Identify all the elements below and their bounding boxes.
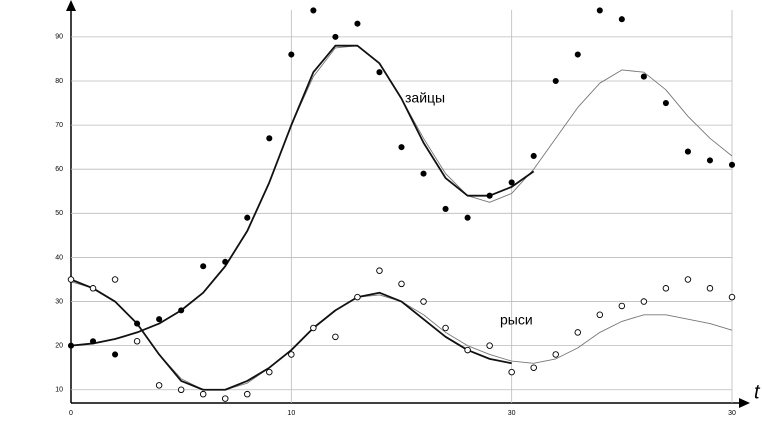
y-tick-label: 60: [55, 166, 63, 173]
hare-point: [354, 20, 361, 27]
hare-point: [442, 205, 449, 212]
lynx-point: [376, 267, 383, 274]
hare-point: [706, 157, 714, 164]
lynx-point: [706, 285, 714, 292]
fit-curve: [70, 44, 535, 347]
hare-point: [244, 214, 251, 221]
hare-point: [464, 214, 471, 221]
hare-point: [398, 144, 405, 151]
x-tick-label: 30: [728, 410, 736, 417]
y-tick-label: 20: [55, 342, 63, 349]
hare-point: [508, 179, 515, 186]
lynx-point: [618, 302, 626, 310]
lynx-point: [728, 293, 736, 301]
hare-point: [310, 7, 317, 14]
lynx-point: [596, 311, 604, 319]
lynx-point: [244, 390, 251, 398]
lynx-point: [442, 324, 449, 332]
hare-point: [728, 161, 736, 168]
lynx-point: [332, 333, 339, 341]
lynx-point: [288, 351, 295, 358]
hare-point: [574, 51, 581, 58]
lynx-point: [574, 329, 582, 336]
y-arrow: [66, 0, 76, 11]
lynx-point: [684, 276, 692, 283]
lynx-point: [464, 346, 471, 354]
x-axis-label: t: [754, 381, 761, 403]
x-tick-label: 30: [508, 410, 516, 417]
y-tick-label: 40: [55, 254, 63, 261]
y-tick-label: 50: [55, 210, 63, 217]
y-tick-label: 30: [55, 298, 63, 305]
lynx-point: [221, 395, 229, 402]
x-arrow: [739, 398, 750, 408]
hare-point: [684, 148, 691, 155]
hare-point: [222, 258, 229, 265]
hare-point: [156, 316, 163, 323]
lynx-point: [155, 382, 163, 389]
fit-curve: [70, 278, 512, 391]
lynx-point: [133, 337, 141, 345]
y-tick-label: 10: [55, 387, 63, 394]
hare-point: [640, 73, 647, 80]
hare-point: [134, 320, 141, 327]
lynx-point: [67, 276, 75, 283]
x-tick-label: 10: [287, 410, 295, 417]
hare-point: [420, 170, 427, 177]
lynx-point: [530, 364, 537, 371]
hare-point: [178, 307, 185, 314]
hare-point: [552, 77, 559, 85]
lynx-point: [486, 342, 493, 349]
hare-point: [112, 351, 119, 358]
hare-point: [376, 69, 383, 76]
lynx-point: [199, 390, 207, 398]
lynx-point: [354, 293, 361, 301]
y-tick-label: 90: [55, 34, 63, 41]
hare-point: [596, 7, 603, 14]
lynx-point: [398, 280, 405, 288]
lynx-point: [508, 368, 515, 376]
hare-point: [486, 192, 493, 199]
hare-point: [200, 263, 207, 270]
lynx-point: [89, 285, 97, 292]
lynx-point: [420, 298, 427, 305]
hare-point: [530, 152, 537, 160]
hare-point: [662, 99, 669, 107]
lynx-point: [111, 276, 119, 283]
fit-curve: [70, 281, 733, 391]
x-tick-label: 0: [69, 410, 73, 417]
lynx-point: [662, 285, 670, 292]
lynx-point: [266, 368, 273, 376]
hare-point: [89, 338, 97, 345]
lynx-point: [552, 351, 559, 358]
hare-point: [288, 51, 295, 58]
y-tick-label: 70: [55, 122, 63, 129]
y-tick-label: 80: [55, 78, 63, 85]
lynx-point: [177, 386, 185, 394]
hare-point: [67, 342, 75, 349]
lynx-point: [310, 324, 317, 332]
annotation: рыси: [500, 312, 533, 328]
hare-point: [618, 16, 625, 23]
hare-point: [332, 33, 339, 40]
hare-point: [266, 135, 273, 142]
annotation: зайцы: [405, 90, 445, 106]
lynx-point: [640, 298, 648, 305]
